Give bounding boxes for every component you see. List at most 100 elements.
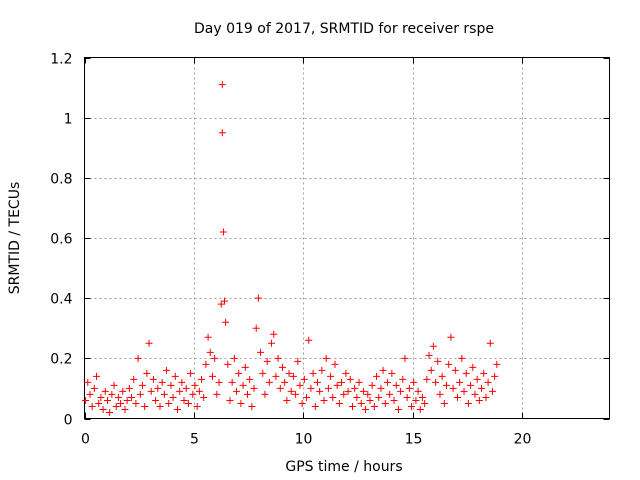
data-point (193, 402, 201, 410)
data-point (95, 399, 103, 407)
data-point (436, 390, 444, 398)
data-point (278, 363, 286, 371)
data-point (165, 399, 173, 407)
data-point (108, 390, 116, 398)
data-point (410, 378, 418, 386)
data-point (202, 360, 210, 368)
data-point (316, 387, 324, 395)
data-point (235, 369, 243, 377)
data-point (86, 390, 94, 398)
data-point (265, 378, 273, 386)
grid-lines (84, 57, 610, 419)
data-point (195, 387, 203, 395)
data-point (200, 393, 208, 401)
data-point (418, 393, 426, 401)
y-tick-label: 0.6 (50, 232, 72, 248)
data-point (423, 375, 431, 383)
data-point (480, 369, 488, 377)
data-point (213, 390, 221, 398)
data-point (125, 384, 133, 392)
data-point (333, 381, 341, 389)
data-point (425, 351, 433, 359)
data-point (405, 384, 413, 392)
data-point (368, 381, 376, 389)
data-point (440, 399, 448, 407)
data-point (285, 369, 293, 377)
data-point (101, 387, 109, 395)
data-point (331, 360, 339, 368)
data-point (218, 129, 226, 137)
data-point (469, 363, 477, 371)
data-point (289, 372, 297, 380)
y-tick-label: 0.8 (50, 172, 72, 188)
data-point (97, 393, 105, 401)
data-point (149, 375, 157, 383)
x-tick-label: 15 (405, 432, 423, 448)
data-point (335, 399, 343, 407)
x-tick-label: 20 (514, 432, 532, 448)
data-point (167, 381, 175, 389)
data-point (171, 372, 179, 380)
data-point (381, 399, 389, 407)
data-point (169, 393, 177, 401)
data-point (178, 378, 186, 386)
data-point (110, 381, 118, 389)
data-point (300, 375, 308, 383)
y-axis-tick-labels: 0 0.2 0.4 0.6 0.8 1 1.2 (50, 52, 72, 429)
data-point (296, 381, 304, 389)
x-tick-label: 5 (190, 432, 199, 448)
data-point (130, 375, 138, 383)
data-point (204, 333, 212, 341)
data-point (449, 384, 457, 392)
data-point (318, 366, 326, 374)
data-point (305, 336, 313, 344)
data-point (392, 381, 400, 389)
data-point (351, 384, 359, 392)
data-point (259, 369, 267, 377)
data-point (228, 378, 236, 386)
data-point (217, 300, 225, 308)
data-point (184, 399, 192, 407)
data-point (141, 402, 149, 410)
data-point (366, 396, 374, 404)
data-point (252, 324, 260, 332)
data-point (320, 396, 328, 404)
data-point (198, 375, 206, 383)
data-point (230, 354, 238, 362)
data-point (132, 399, 140, 407)
data-point (90, 384, 98, 392)
data-point (206, 348, 214, 356)
data-point (180, 396, 188, 404)
data-point (458, 354, 466, 362)
y-tick-label: 0.4 (50, 292, 72, 308)
data-point (119, 387, 127, 395)
data-point (106, 408, 114, 416)
data-point (114, 393, 122, 401)
data-point (250, 384, 258, 392)
data-point (152, 396, 160, 404)
data-point (414, 387, 422, 395)
data-point (460, 387, 468, 395)
y-tick-label: 1.2 (50, 52, 72, 68)
data-point (471, 390, 479, 398)
data-point (462, 369, 470, 377)
data-point (272, 372, 280, 380)
data-point (451, 366, 459, 374)
data-point (112, 402, 120, 410)
data-point (173, 405, 181, 413)
data-point (390, 396, 398, 404)
data-point (99, 405, 107, 413)
data-point (246, 375, 254, 383)
data-point (432, 378, 440, 386)
data-point (313, 378, 321, 386)
data-point (239, 381, 247, 389)
data-point (443, 381, 451, 389)
data-point (311, 402, 319, 410)
axis-ticks (84, 57, 610, 420)
data-point (176, 387, 184, 395)
data-point (136, 390, 144, 398)
data-point (138, 381, 146, 389)
data-point (103, 396, 111, 404)
data-point (484, 378, 492, 386)
data-point (353, 393, 361, 401)
